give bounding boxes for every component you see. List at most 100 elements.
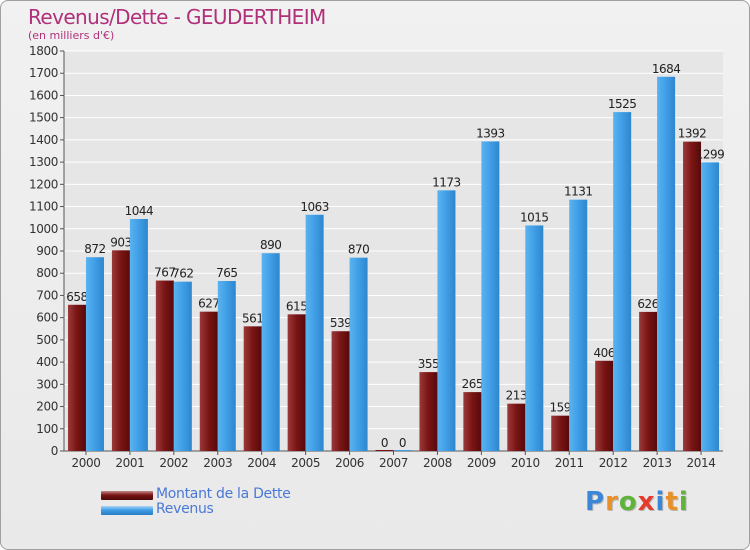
x-tick-label: 2001 [115, 456, 144, 470]
bar-dette [507, 403, 526, 451]
bar-revenus [173, 281, 192, 451]
bar-dette [111, 250, 130, 451]
bar-revenus [393, 450, 412, 451]
chart-title: Revenus/Dette - GEUDERTHEIM [28, 5, 326, 29]
bar-dette [683, 141, 702, 451]
x-tick-label: 2000 [71, 456, 100, 470]
y-tick-label: 1800 [29, 44, 58, 58]
bar-revenus [217, 281, 236, 451]
bar-dette [551, 415, 570, 451]
data-label: 872 [84, 242, 105, 256]
bar-revenus [525, 225, 544, 451]
x-tick-label: 2007 [379, 456, 408, 470]
y-tick-label: 1400 [29, 133, 58, 147]
x-tick-label: 2012 [599, 456, 628, 470]
chart-subtitle: (en milliers d'€) [28, 29, 115, 42]
legend-label-revenus: Revenus [156, 501, 214, 517]
x-tick-label: 2002 [159, 456, 188, 470]
x-tick-label: 2010 [511, 456, 540, 470]
x-tick-label: 2008 [423, 456, 452, 470]
data-label: 0 [399, 436, 406, 450]
logo-letter: t [665, 487, 679, 517]
x-tick-label: 2011 [555, 456, 584, 470]
data-label: 658 [66, 290, 87, 304]
bar-dette [287, 314, 306, 451]
logo-letter: P [585, 487, 606, 517]
y-tick-label: 100 [36, 422, 58, 436]
data-label: 265 [462, 377, 483, 391]
bar-revenus [305, 214, 324, 451]
y-tick-label: 1300 [29, 155, 58, 169]
proxiti-logo: Proxiti [585, 487, 689, 517]
bar-dette [67, 304, 86, 451]
x-tick-label: 2003 [203, 456, 232, 470]
logo-letter: r [605, 487, 619, 517]
x-tick-label: 2005 [291, 456, 320, 470]
data-label: 1044 [125, 204, 154, 218]
x-tick-label: 2014 [687, 456, 716, 470]
bar-dette [331, 331, 350, 451]
bar-revenus [129, 219, 148, 451]
legend-swatch-dette [101, 491, 153, 500]
x-tick-label: 2009 [467, 456, 496, 470]
y-tick-label: 1200 [29, 177, 58, 191]
bar-dette [595, 360, 614, 451]
data-label: 615 [286, 299, 307, 313]
bar-revenus [349, 257, 368, 451]
y-tick-label: 400 [36, 355, 58, 369]
bar-revenus [85, 257, 104, 451]
bar-revenus [481, 141, 500, 451]
bar-dette [199, 311, 218, 451]
y-tick-label: 1000 [29, 222, 58, 236]
bar-revenus [657, 76, 676, 452]
data-label: 539 [330, 316, 351, 330]
data-label: 213 [506, 389, 527, 403]
data-label: 1392 [678, 127, 707, 141]
data-label: 159 [550, 401, 571, 415]
y-tick-label: 200 [36, 400, 58, 414]
bar-dette [375, 450, 394, 451]
bar-dette [419, 372, 438, 451]
bar-dette [463, 392, 482, 451]
y-tick-label: 700 [36, 288, 58, 302]
y-tick-label: 1100 [29, 200, 58, 214]
y-tick-label: 0 [51, 444, 58, 458]
data-label: 627 [198, 297, 219, 311]
data-label: 1063 [300, 200, 329, 214]
bar-revenus [613, 112, 632, 451]
y-tick-label: 1500 [29, 111, 58, 125]
legend-swatch-revenus [101, 506, 153, 515]
y-tick-label: 1700 [29, 66, 58, 80]
data-label: 903 [110, 235, 131, 249]
data-label: 1525 [608, 97, 637, 111]
data-label: 890 [260, 238, 281, 252]
y-tick-label: 800 [36, 266, 58, 280]
data-label: 1299 [696, 147, 725, 161]
data-label: 626 [637, 297, 658, 311]
data-label: 870 [348, 243, 369, 257]
bar-revenus [701, 162, 720, 452]
x-tick-label: 2004 [247, 456, 276, 470]
data-label: 1393 [476, 126, 505, 140]
x-tick-label: 2006 [335, 456, 364, 470]
data-label: 1015 [520, 210, 549, 224]
bar-dette [155, 280, 174, 451]
data-label: 1684 [652, 62, 681, 76]
data-label: 1131 [564, 185, 593, 199]
y-tick-label: 600 [36, 311, 58, 325]
data-label: 767 [154, 266, 175, 280]
logo-letter: i [655, 487, 666, 517]
data-label: 406 [593, 346, 614, 360]
bar-dette [243, 326, 262, 451]
data-label: 0 [381, 436, 388, 450]
logo-letter: i [678, 487, 689, 517]
logo-letter: x [637, 487, 656, 517]
bar-dette [639, 311, 658, 451]
data-label: 765 [216, 266, 237, 280]
data-label: 561 [242, 311, 263, 325]
y-tick-label: 1600 [29, 88, 58, 102]
data-label: 762 [172, 267, 193, 281]
logo-letter: o [618, 487, 638, 517]
